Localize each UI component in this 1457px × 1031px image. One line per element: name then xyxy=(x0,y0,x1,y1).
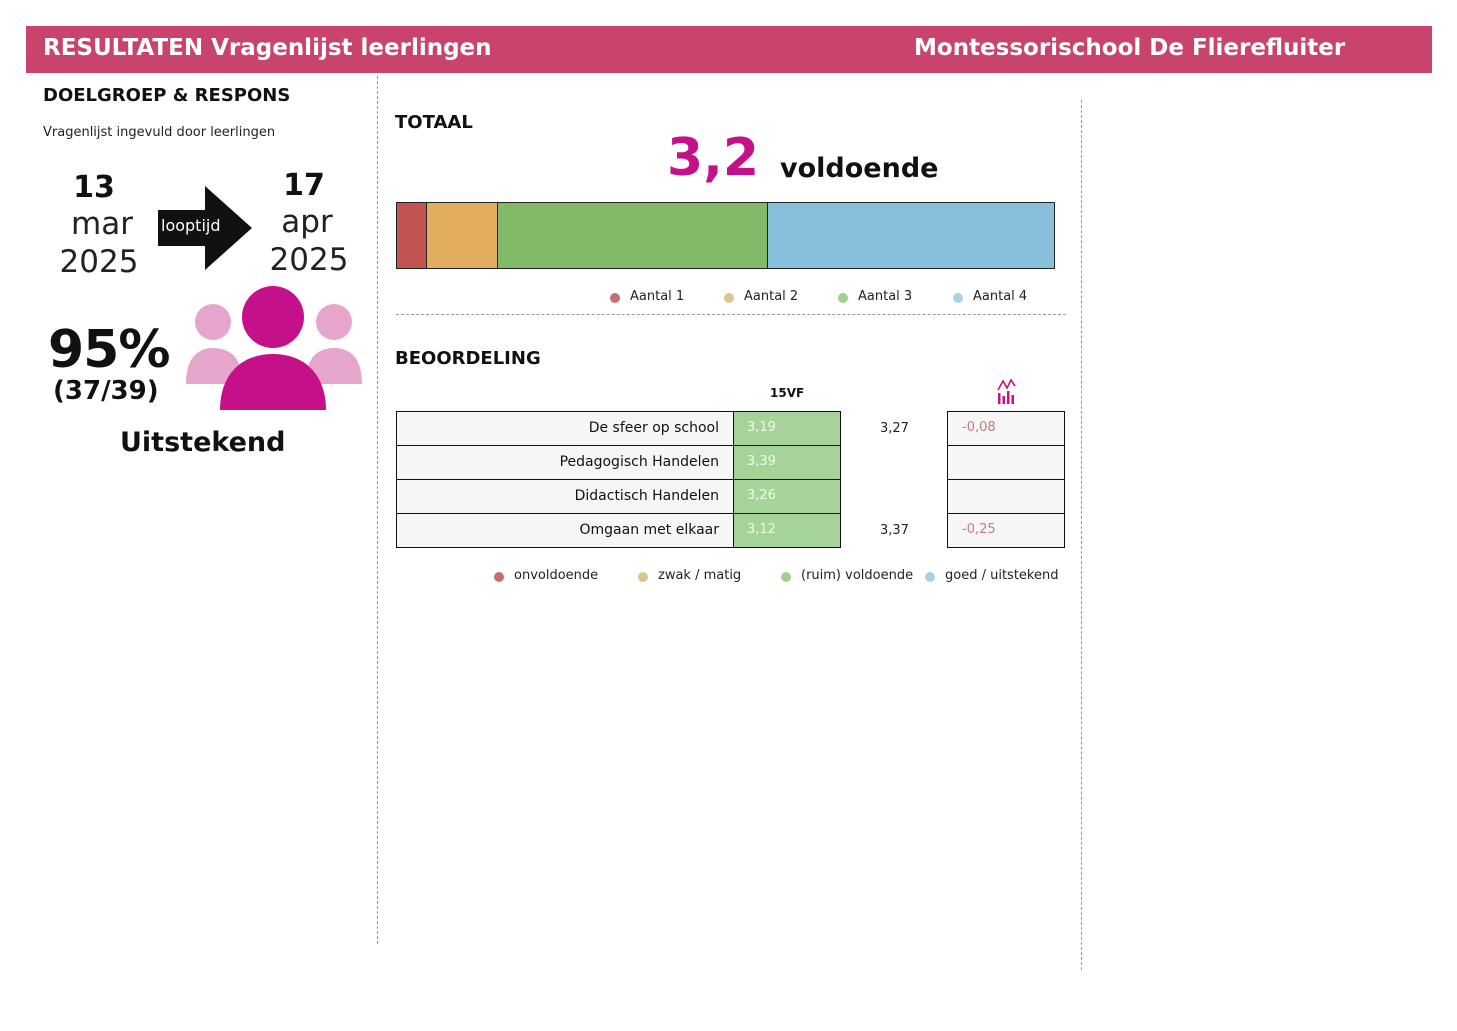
total-score-label: voldoende xyxy=(780,153,939,184)
end-year: 2025 xyxy=(269,242,349,278)
row-reference: 3,27 xyxy=(880,421,909,436)
legend-dot xyxy=(610,293,620,303)
divider-right xyxy=(1081,100,1082,970)
legend-label: Aantal 4 xyxy=(973,289,1028,304)
row-label: Didactisch Handelen xyxy=(396,479,734,514)
respons-subtitle: Vragenlijst ingevuld door leerlingen xyxy=(43,125,276,140)
row-difference: -0,25 xyxy=(947,513,1065,548)
legend-label: Aantal 1 xyxy=(630,289,685,304)
row-difference xyxy=(947,445,1065,480)
response-count: (37/39) xyxy=(53,376,159,406)
report-title: RESULTATEN Vragenlijst leerlingen xyxy=(43,35,492,61)
legend-dot xyxy=(838,293,848,303)
bar-chart-trend-icon xyxy=(997,378,1016,404)
row-difference: -0,08 xyxy=(947,411,1065,446)
legend-dot xyxy=(925,572,935,582)
legend-label: Aantal 3 xyxy=(858,289,913,304)
legend-dot xyxy=(638,572,648,582)
end-day: 17 xyxy=(283,168,325,203)
total-score: 3,2 xyxy=(667,128,760,188)
runtime-label: looptijd xyxy=(161,216,221,235)
legend-dot xyxy=(781,572,791,582)
start-year: 2025 xyxy=(59,244,139,280)
row-reference: 3,37 xyxy=(880,523,909,538)
row-value: 3,19 xyxy=(733,411,841,446)
row-label: Omgaan met elkaar xyxy=(396,513,734,548)
legend-label: Aantal 2 xyxy=(744,289,799,304)
column-header-15vf: 15VF xyxy=(770,386,805,400)
response-rating: Uitstekend xyxy=(120,427,286,458)
legend-label: zwak / matig xyxy=(658,568,742,583)
row-difference xyxy=(947,479,1065,514)
bar-segment-aantal-2 xyxy=(426,202,499,269)
divider-totaal xyxy=(396,314,1066,315)
legend-label: onvoldoende xyxy=(514,568,599,583)
bar-segment-aantal-4 xyxy=(767,202,1056,269)
row-label: De sfeer op school xyxy=(396,411,734,446)
row-label: Pedagogisch Handelen xyxy=(396,445,734,480)
start-day: 13 xyxy=(73,170,115,205)
legend-dot xyxy=(953,293,963,303)
divider-left xyxy=(377,76,378,944)
beoordeling-heading: BEOORDELING xyxy=(395,348,541,369)
start-month: mar xyxy=(71,206,133,242)
response-percentage: 95% xyxy=(48,320,170,380)
row-value: 3,26 xyxy=(733,479,841,514)
legend-dot xyxy=(494,572,504,582)
row-value: 3,39 xyxy=(733,445,841,480)
end-month: apr xyxy=(281,204,333,240)
row-value: 3,12 xyxy=(733,513,841,548)
legend-label: goed / uitstekend xyxy=(945,568,1059,583)
legend-dot xyxy=(724,293,734,303)
bar-segment-aantal-3 xyxy=(497,202,769,269)
legend-label: (ruim) voldoende xyxy=(801,568,914,583)
bar-segment-aantal-1 xyxy=(396,202,428,269)
school-name: Montessorischool De Flierefluiter xyxy=(914,35,1346,61)
totaal-heading: TOTAAL xyxy=(395,112,473,133)
arrow-right-icon xyxy=(158,186,252,270)
header-bar: RESULTATEN Vragenlijst leerlingen Montes… xyxy=(26,26,1432,73)
respons-heading: DOELGROEP & RESPONS xyxy=(43,85,291,106)
users-group-icon xyxy=(186,286,362,410)
